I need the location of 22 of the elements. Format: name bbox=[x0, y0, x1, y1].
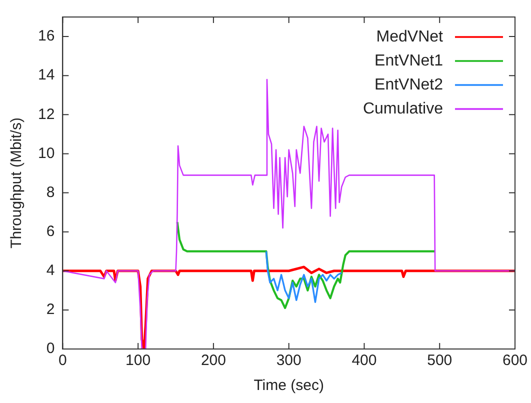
legend-label: EntVNet1 bbox=[374, 52, 444, 70]
y-tick-label: 4 bbox=[46, 262, 55, 280]
x-tick-label: 300 bbox=[276, 352, 302, 370]
legend-label: MedVNet bbox=[376, 28, 444, 46]
y-tick-label: 16 bbox=[38, 28, 55, 45]
x-tick-label: 200 bbox=[200, 352, 226, 370]
x-axis-title: Time (sec) bbox=[254, 377, 324, 394]
y-tick-label: 10 bbox=[38, 144, 55, 162]
y-tick-label: 8 bbox=[46, 184, 55, 201]
legend-label: Cumulative bbox=[362, 100, 444, 118]
x-tick-label: 600 bbox=[502, 352, 528, 370]
y-tick-label: 12 bbox=[38, 106, 55, 123]
x-tick-label: 0 bbox=[58, 352, 67, 370]
x-tick-label: 400 bbox=[352, 352, 377, 370]
x-tick-label: 500 bbox=[427, 352, 452, 370]
y-tick-label: 14 bbox=[38, 66, 55, 84]
y-tick-label: 2 bbox=[46, 301, 55, 318]
x-tick-label: 100 bbox=[126, 352, 151, 370]
y-tick-label: 6 bbox=[46, 222, 55, 240]
legend-label: EntVNet2 bbox=[374, 76, 444, 94]
y-axis-title: Throughput (Mbit/s) bbox=[8, 118, 26, 248]
y-tick-label: 0 bbox=[46, 340, 55, 358]
